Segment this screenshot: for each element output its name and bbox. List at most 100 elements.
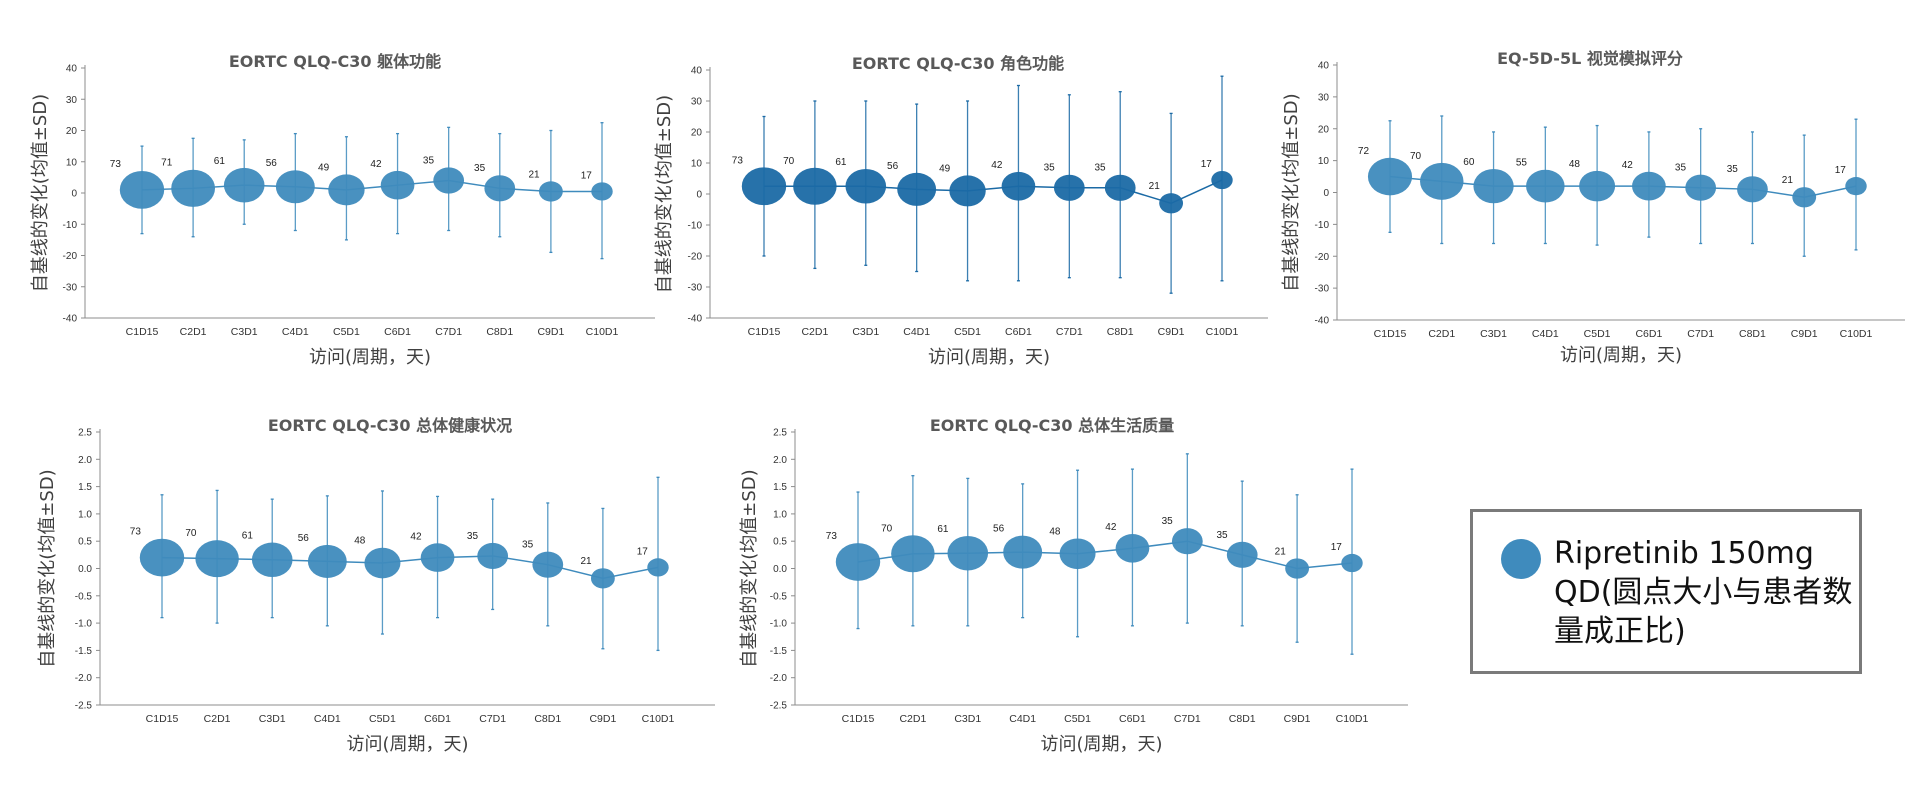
- x-tick-label: C2D1: [801, 326, 828, 338]
- y-tick-label: -0.5: [75, 591, 93, 602]
- y-tick-label: -40: [63, 314, 78, 325]
- x-tick-label: C9D1: [589, 713, 616, 725]
- data-bubble: [891, 535, 935, 573]
- data-bubble: [845, 168, 887, 204]
- y-tick-label: -2.5: [75, 701, 93, 712]
- data-bubble: [1053, 174, 1085, 201]
- x-tick-label: C2D1: [899, 713, 926, 725]
- x-axis-label: 访问(周期，天): [1040, 734, 1162, 755]
- x-tick-label: C6D1: [1005, 326, 1032, 338]
- series-line: [161, 555, 659, 580]
- data-label: 70: [881, 523, 893, 534]
- chart-panel-3: EQ-5D-5L 视觉模拟评分 -40 -30 -20 -10 0 10 20 30 40 C1D1…: [1281, 49, 1905, 366]
- data-bubble: [1632, 171, 1666, 201]
- data-label: 35: [1094, 163, 1106, 174]
- chart-panel-5: EORTC QLQ-C30 总体生活质量 -2.5 -2.0 -1.5 -1.0 -0.5…: [739, 416, 1408, 755]
- x-tick-label: C8D1: [534, 713, 561, 725]
- data-bubble: [591, 182, 613, 201]
- data-bubble: [590, 568, 615, 589]
- data-bubble: [477, 542, 509, 570]
- y-tick-label: -20: [1315, 252, 1330, 263]
- x-tick-label: C4D1: [314, 713, 341, 725]
- y-tick-label: -20: [688, 252, 703, 263]
- x-tick-label: C3D1: [231, 326, 258, 338]
- y-tick-label: -10: [1315, 220, 1330, 231]
- y-tick-label: 0.0: [78, 564, 92, 575]
- x-tick-label: C4D1: [282, 326, 309, 338]
- data-bubble: [793, 167, 837, 205]
- data-bubble: [897, 172, 937, 206]
- y-tick-label: 0: [71, 189, 77, 200]
- data-bubble: [1737, 176, 1768, 203]
- data-label: 61: [835, 157, 847, 168]
- x-tick-label: C7D1: [1056, 326, 1083, 338]
- x-axis-label: 访问(周期，天): [309, 347, 431, 368]
- y-tick-label: 2.0: [78, 455, 92, 466]
- x-tick-label: C3D1: [954, 713, 981, 725]
- x-tick-label: C10D1: [1336, 713, 1369, 725]
- legend-marker-icon: [1501, 539, 1541, 579]
- data-bubble: [1003, 535, 1043, 569]
- data-label: 48: [1049, 526, 1061, 537]
- x-tick-label: C7D1: [435, 326, 462, 338]
- y-tick-label: -1.0: [770, 619, 788, 630]
- x-tick-label: C6D1: [1119, 713, 1146, 725]
- data-bubble: [380, 170, 415, 200]
- chart-title: EQ-5D-5L 视觉模拟评分: [1497, 49, 1683, 68]
- data-label: 55: [1516, 158, 1528, 169]
- y-axis-label: 自基线的变化(均值±SD): [37, 469, 58, 667]
- y-tick-label: 0.5: [773, 537, 787, 548]
- chart-title: EORTC QLQ-C30 躯体功能: [229, 52, 441, 71]
- data-label: 56: [993, 524, 1005, 535]
- data-bubble: [1526, 169, 1565, 203]
- y-tick-label: -1.0: [75, 619, 93, 630]
- y-tick-label: -10: [688, 221, 703, 232]
- x-tick-label: C9D1: [1158, 326, 1185, 338]
- y-tick-label: -2.0: [75, 673, 93, 684]
- chart-title: EORTC QLQ-C30 总体生活质量: [930, 416, 1174, 435]
- data-label: 35: [1162, 516, 1174, 527]
- data-label: 21: [528, 169, 540, 180]
- data-label: 17: [1835, 165, 1847, 176]
- x-tick-label: C10D1: [1840, 328, 1873, 340]
- data-label: 17: [1201, 159, 1213, 170]
- x-tick-label: C5D1: [333, 326, 360, 338]
- data-bubble: [1171, 528, 1203, 555]
- y-axis-label: 自基线的变化(均值±SD): [654, 95, 675, 293]
- data-bubble: [223, 167, 265, 203]
- data-bubble: [1579, 170, 1616, 202]
- y-tick-label: 20: [1318, 124, 1330, 135]
- data-label: 35: [1044, 163, 1056, 174]
- data-label: 42: [410, 531, 422, 542]
- data-label: 21: [1782, 175, 1794, 186]
- y-tick-label: 0: [1323, 188, 1329, 199]
- x-tick-label: C8D1: [486, 326, 513, 338]
- data-label: 70: [185, 528, 197, 539]
- data-bubble: [1285, 558, 1310, 579]
- data-bubble: [1059, 538, 1096, 570]
- data-label: 35: [1727, 164, 1739, 175]
- y-axis-label: 自基线的变化(均值±SD): [739, 469, 760, 667]
- y-tick-label: 2.5: [78, 428, 92, 439]
- y-tick-label: 40: [1318, 61, 1330, 72]
- data-label: 56: [887, 161, 899, 172]
- data-bubble: [647, 558, 669, 577]
- x-tick-label: C7D1: [479, 713, 506, 725]
- chart-title: EORTC QLQ-C30 总体健康状况: [268, 416, 512, 435]
- x-tick-label: C1D15: [1374, 328, 1407, 340]
- x-axis-label: 访问(周期，天): [346, 734, 468, 755]
- data-bubble: [251, 542, 293, 578]
- data-label: 48: [354, 536, 366, 547]
- data-bubble: [484, 175, 516, 202]
- data-bubble: [532, 551, 564, 578]
- data-bubble: [947, 535, 989, 571]
- x-tick-label: C6D1: [384, 326, 411, 338]
- data-bubble: [364, 547, 401, 579]
- data-label: 61: [214, 156, 226, 167]
- legend-label: Ripretinib 150mg QD(圆点大小与患者数量成正比): [1554, 536, 1853, 649]
- y-tick-label: 2.5: [773, 428, 787, 439]
- data-label: 70: [783, 156, 795, 167]
- x-tick-label: C2D1: [1428, 328, 1455, 340]
- y-tick-label: -40: [1315, 316, 1330, 327]
